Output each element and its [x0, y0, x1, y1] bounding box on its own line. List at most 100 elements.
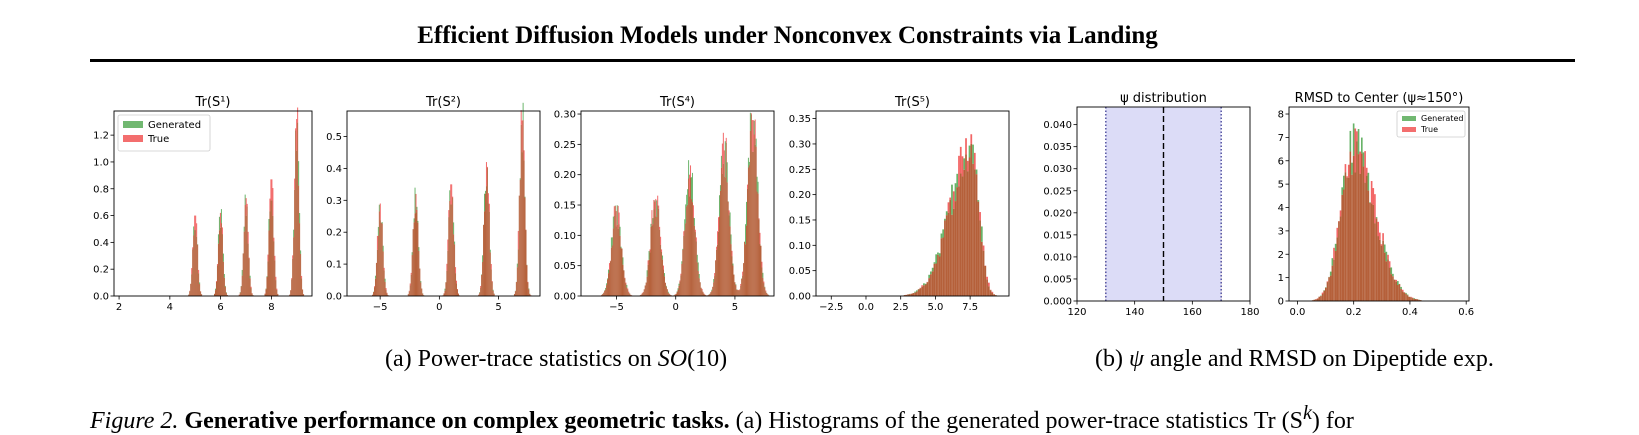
true-bar [660, 237, 661, 245]
overlap-bar [925, 284, 927, 296]
overlap-bar [295, 130, 296, 296]
generated-bar [662, 256, 663, 260]
y-tick-label: 2 [1278, 250, 1284, 261]
generated-bar [293, 230, 294, 238]
overlap-bar [684, 230, 685, 296]
overlap-bar [752, 152, 753, 296]
true-bar [1374, 194, 1376, 223]
overlap-bar [515, 291, 516, 296]
overlap-bar [621, 248, 622, 296]
y-tick-label: 0.30 [789, 139, 811, 150]
generated-bar [482, 255, 483, 262]
true-bar [752, 120, 753, 152]
overlap-bar [223, 262, 224, 296]
generated-bar [713, 279, 714, 282]
overlap-bar [376, 263, 377, 296]
overlap-bar [410, 285, 411, 296]
overlap-bar [748, 167, 749, 296]
x-tick-label: 0.0 [1289, 307, 1305, 318]
generated-bar [963, 158, 965, 169]
generated-bar [608, 270, 609, 274]
overlap-bar [520, 180, 521, 296]
legend-swatch-generated [123, 121, 143, 128]
overlap-bar [215, 290, 216, 296]
overlap-bar [653, 209, 654, 296]
generated-bar [1351, 163, 1353, 175]
overlap-bar [421, 289, 422, 296]
generated-bar [976, 170, 978, 175]
generated-bar [678, 284, 679, 286]
overlap-bar [616, 226, 617, 296]
overlap-bar [189, 291, 190, 296]
x-tick-label: 6 [217, 302, 223, 313]
true-bar [714, 273, 715, 276]
legend-swatch-generated [1402, 116, 1416, 121]
x-tick-label: 5 [732, 302, 738, 313]
y-tick-label: 0.00 [789, 292, 811, 303]
overlap-bar [225, 287, 226, 296]
true-bar [196, 223, 197, 236]
generated-bar [666, 286, 667, 287]
overlap-bar [731, 244, 732, 296]
generated-bar [245, 195, 246, 205]
overlap-bar [1336, 237, 1338, 301]
generated-bar [687, 189, 688, 205]
overlap-bar [267, 261, 268, 296]
overlap-bar [981, 242, 983, 296]
overlap-bar [192, 249, 193, 296]
overlap-bar [451, 204, 452, 296]
true-bar [251, 287, 252, 288]
x-tick-label: 120 [1067, 307, 1086, 318]
true-bar [648, 260, 649, 264]
generated-bar [749, 162, 750, 165]
generated-bar [479, 292, 480, 293]
true-bar [456, 281, 457, 284]
generated-bar [914, 292, 916, 293]
subcaption-b-suffix: angle and RMSD on Dipeptide exp. [1144, 346, 1494, 372]
overlap-bar [761, 267, 762, 296]
overlap-bar [644, 289, 645, 296]
overlap-bar [668, 293, 669, 296]
overlap-bar [762, 278, 763, 296]
generated-bar [758, 182, 759, 194]
true-bar [488, 193, 489, 203]
true-bar [195, 216, 196, 230]
overlap-bar [619, 224, 620, 296]
overlap-bar [661, 252, 662, 296]
overlap-bar [714, 276, 715, 296]
generated-bar [711, 290, 712, 291]
true-bar [661, 249, 662, 252]
generated-bar [221, 209, 222, 223]
true-bar [614, 206, 615, 215]
overlap-bar [378, 236, 379, 296]
generated-bar [977, 200, 979, 202]
y-tick-label: 0.4 [326, 164, 342, 175]
overlap-bar [242, 276, 243, 296]
generated-bar [375, 276, 376, 279]
generated-bar [1332, 258, 1334, 265]
overlap-bar [611, 248, 612, 296]
true-bar [1387, 255, 1389, 259]
overlap-bar [1374, 223, 1376, 301]
generated-bar [606, 283, 607, 285]
generated-bar [678, 288, 679, 290]
true-bar [948, 202, 950, 212]
x-tick-label: 0.4 [1402, 307, 1418, 318]
overlap-bar [610, 261, 611, 296]
overlap-bar [647, 277, 648, 296]
overlap-bar [623, 270, 624, 296]
overlap-bar [419, 269, 420, 296]
generated-bar [412, 252, 413, 255]
generated-bar [650, 224, 651, 227]
generated-bar [1341, 187, 1343, 195]
overlap-bar [738, 290, 739, 296]
overlap-bar [682, 250, 683, 296]
overlap-bar [962, 176, 964, 296]
true-bar [275, 277, 276, 280]
generated-bar [1386, 252, 1388, 262]
true-bar [246, 198, 247, 216]
overlap-bar [384, 270, 385, 296]
overlap-bar [648, 265, 649, 296]
true-bar [616, 211, 617, 226]
true-bar [625, 283, 626, 284]
